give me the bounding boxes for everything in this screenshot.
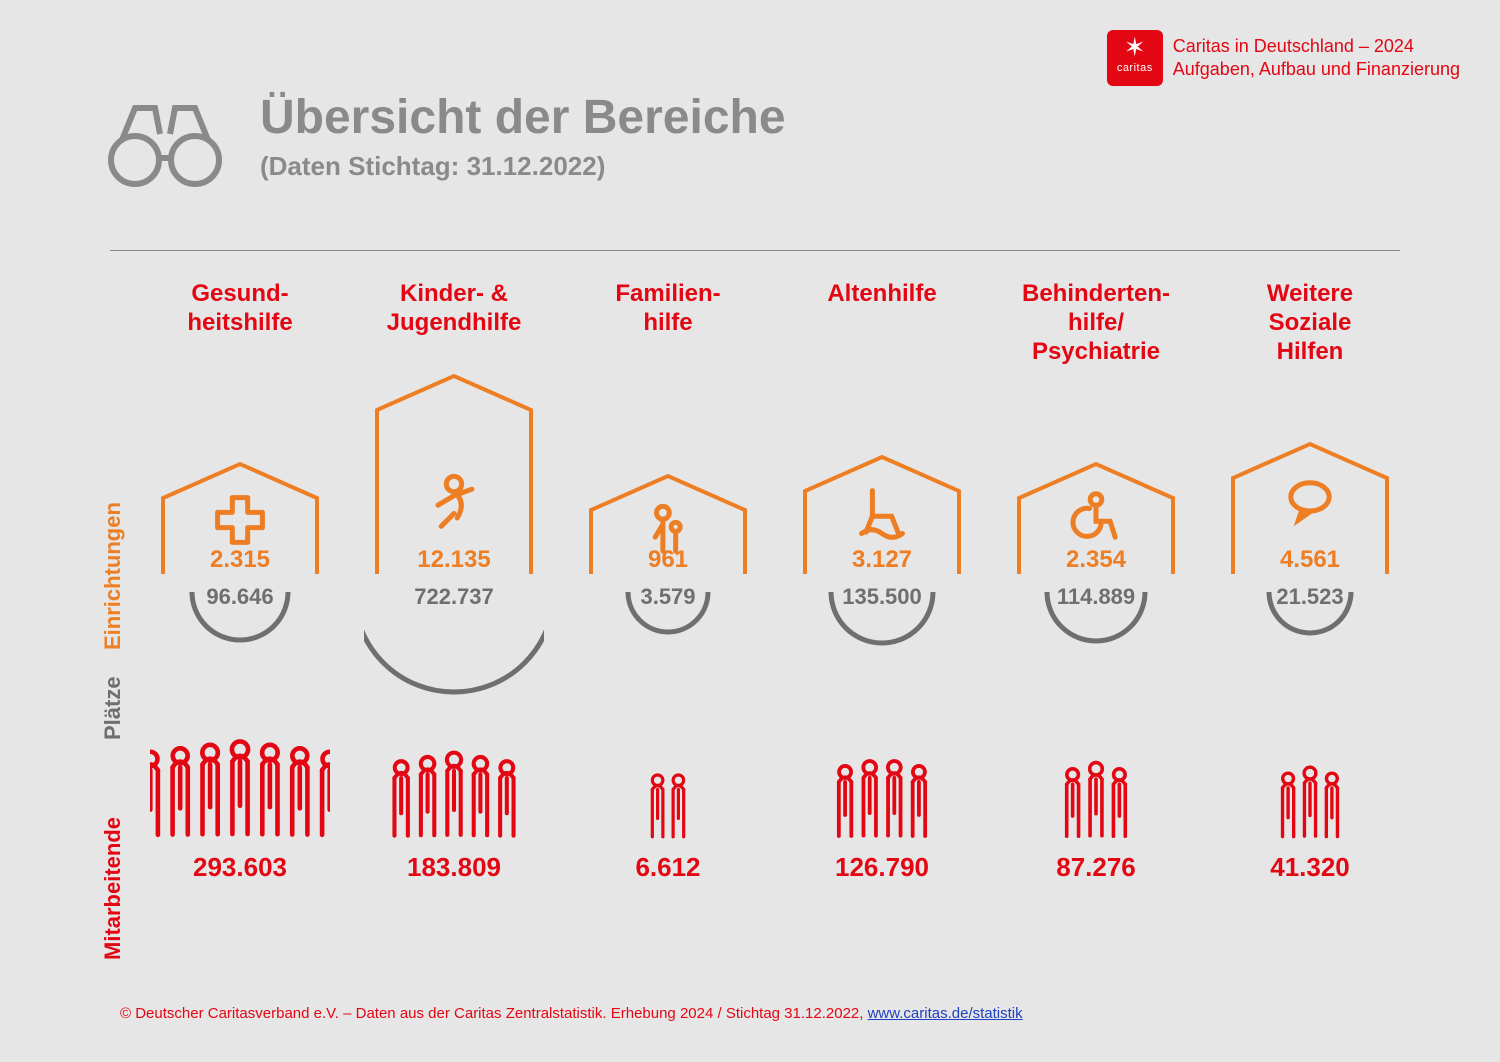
logo-word: caritas <box>1117 62 1153 74</box>
einrichtungen-value: 961 <box>648 546 688 574</box>
brand-line2: Aufgaben, Aufbau und Finanzierung <box>1173 58 1460 81</box>
category-title: Familien- hilfe <box>615 280 720 370</box>
category-title: Gesund- heitshilfe <box>187 280 292 370</box>
house-shape: 3.127 <box>792 451 972 574</box>
mitarbeitende-value: 293.603 <box>193 852 287 883</box>
plaetze-value: 3.579 <box>640 584 695 610</box>
footer-prefix: © Deutscher Caritasverband e.V. – Daten … <box>120 1005 868 1022</box>
arc-shape: 3.579 <box>578 582 758 642</box>
people-icon-group <box>1220 722 1400 842</box>
einrichtungen-value: 12.135 <box>417 546 490 574</box>
category-gesundheit: Gesund- heitshilfe 2.315 96.646 <box>140 280 340 883</box>
caritas-logo-icon: ✶ caritas <box>1107 30 1163 86</box>
page-title: Übersicht der Bereiche <box>260 90 786 145</box>
people-icon-group <box>1006 722 1186 842</box>
people-icon-group <box>792 722 972 842</box>
mitarbeitende-value: 183.809 <box>407 852 501 883</box>
category-title: Altenhilfe <box>827 280 936 370</box>
category-familien: Familien- hilfe 961 3.579 <box>568 280 768 883</box>
page-header: Übersicht der Bereiche (Daten Stichtag: … <box>100 90 786 190</box>
plaetze-value: 114.889 <box>1057 584 1135 610</box>
child-icon <box>422 470 486 539</box>
mitarbeitende-value: 87.276 <box>1056 852 1136 883</box>
category-title: Behinderten- hilfe/ Psychiatrie <box>1022 280 1170 370</box>
brand-line1: Caritas in Deutschland – 2024 <box>1173 35 1460 58</box>
binoculars-icon <box>100 90 230 190</box>
house-shape: 12.135 <box>364 370 544 574</box>
house-shape: 961 <box>578 470 758 574</box>
category-title: Kinder- & Jugendhilfe <box>387 280 522 370</box>
footer-link[interactable]: www.caritas.de/statistik <box>868 1005 1023 1022</box>
row-label-einrichtungen: Einrichtungen <box>100 502 126 650</box>
arc-shape: 722.737 <box>364 582 544 702</box>
arc-shape: 114.889 <box>1006 582 1186 651</box>
einrichtungen-value: 2.354 <box>1066 546 1126 574</box>
plaetze-value: 96.646 <box>206 584 273 610</box>
plaetze-value: 722.737 <box>414 584 494 610</box>
house-shape: 2.354 <box>1006 458 1186 574</box>
plaetze-value: 21.523 <box>1276 584 1343 610</box>
people-icon-group <box>578 722 758 842</box>
people-icon-group <box>150 722 330 842</box>
chair-icon <box>850 481 914 550</box>
header-divider <box>110 250 1400 251</box>
cross-flame-icon: ✶ <box>1124 34 1146 60</box>
category-behinderten: Behinderten- hilfe/ Psychiatrie 2.354 11… <box>996 280 1196 883</box>
footer-credit: © Deutscher Caritasverband e.V. – Daten … <box>120 1005 1023 1022</box>
house-shape: 4.561 <box>1220 438 1400 574</box>
category-alten: Altenhilfe 3.127 135.500 <box>782 280 982 883</box>
house-shape: 2.315 <box>150 458 330 574</box>
brand-block: ✶ caritas Caritas in Deutschland – 2024 … <box>1107 30 1460 86</box>
category-title: Weitere Soziale Hilfen <box>1267 280 1353 370</box>
mitarbeitende-value: 6.612 <box>635 852 700 883</box>
einrichtungen-value: 4.561 <box>1280 546 1340 574</box>
categories-grid: Gesund- heitshilfe 2.315 96.646 <box>140 280 1410 883</box>
people-icon-group <box>364 722 544 842</box>
brand-text: Caritas in Deutschland – 2024 Aufgaben, … <box>1173 35 1460 82</box>
category-weitere: Weitere Soziale Hilfen 4.561 21.523 <box>1210 280 1410 883</box>
arc-shape: 135.500 <box>792 582 972 653</box>
einrichtungen-value: 2.315 <box>210 546 270 574</box>
speech-icon <box>1278 470 1342 539</box>
arc-shape: 96.646 <box>150 582 330 650</box>
category-kinder: Kinder- & Jugendhilfe 12.135 722.737 <box>354 280 554 883</box>
plaetze-value: 135.500 <box>842 584 922 610</box>
einrichtungen-value: 3.127 <box>852 546 912 574</box>
mitarbeitende-value: 41.320 <box>1270 852 1350 883</box>
mitarbeitende-value: 126.790 <box>835 852 929 883</box>
arc-shape: 21.523 <box>1220 582 1400 643</box>
row-label-mitarbeitende: Mitarbeitende <box>100 817 126 960</box>
row-label-plaetze: Plätze <box>100 676 126 740</box>
page-subtitle: (Daten Stichtag: 31.12.2022) <box>260 151 786 182</box>
